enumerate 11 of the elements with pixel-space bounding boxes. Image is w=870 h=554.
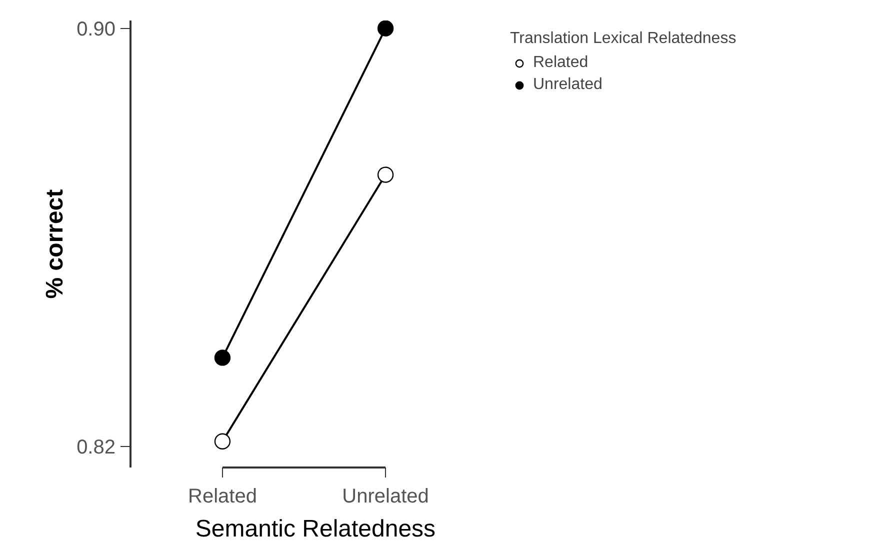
x-axis-title: Semantic Relatedness	[195, 516, 436, 542]
point	[214, 433, 231, 450]
y-axis-title: % correct	[42, 189, 69, 299]
legend-title: Translation Lexical Relatedness	[510, 30, 736, 48]
y-tick-label: 0.82	[76, 436, 116, 459]
legend-label: Unrelated	[533, 76, 602, 94]
y-tick-label: 0.90	[76, 18, 116, 40]
point	[214, 350, 231, 366]
legend-label: Related	[533, 54, 588, 72]
point	[377, 166, 394, 183]
point	[377, 20, 394, 36]
